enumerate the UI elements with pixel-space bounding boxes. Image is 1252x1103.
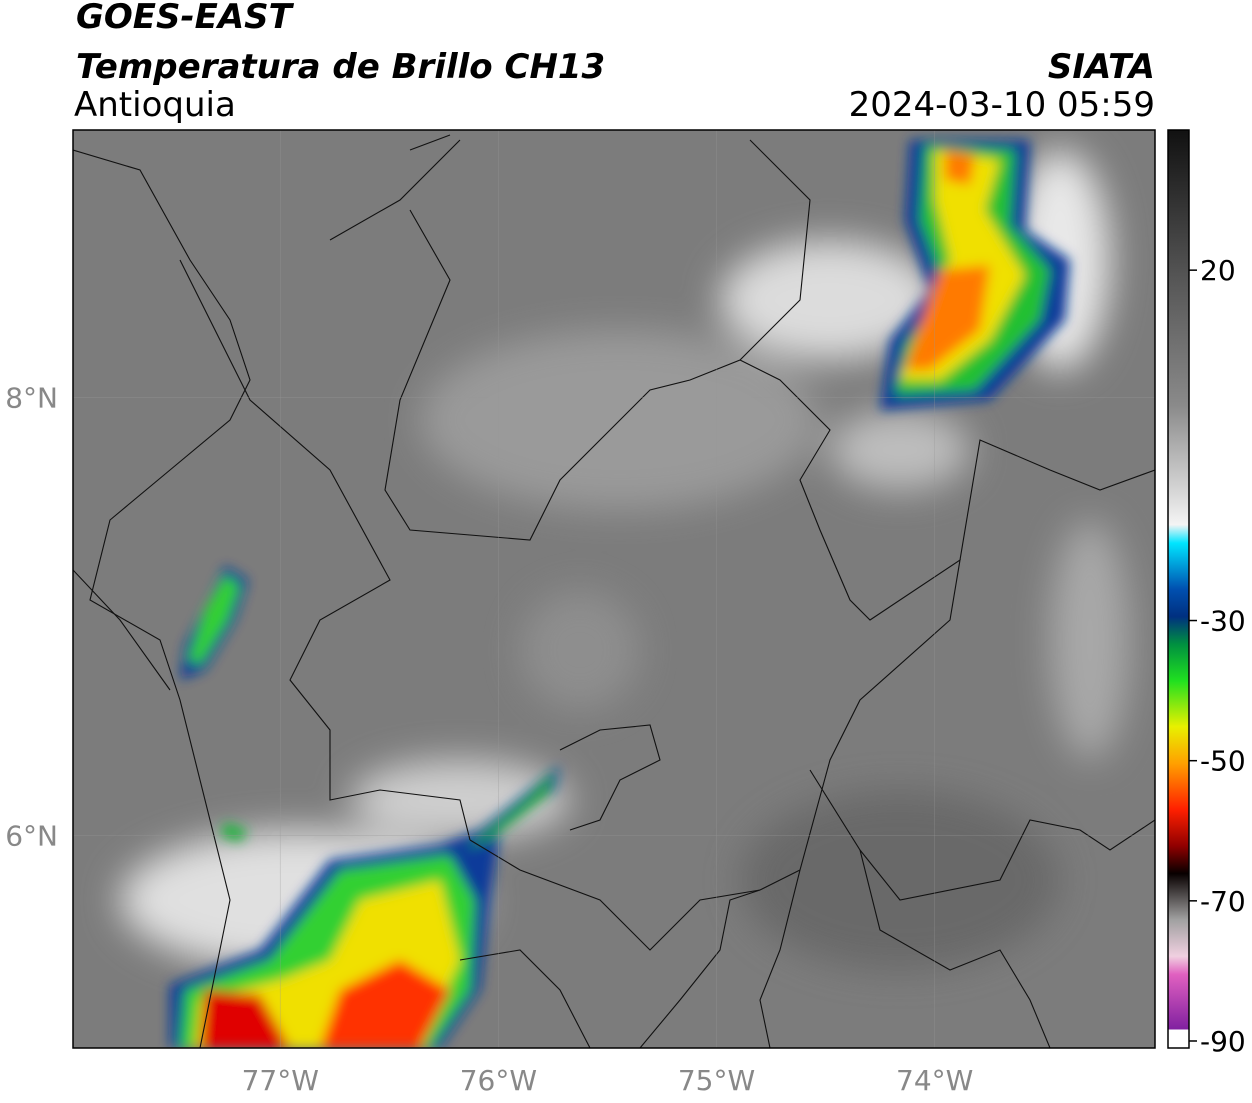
lon-tick-label: 74°W [896, 1064, 973, 1097]
map [73, 130, 1155, 1048]
colorbar-tick-label: -30 [1200, 605, 1246, 638]
agency: SIATA [1048, 47, 1155, 87]
timestamp: 2024-03-10 05:59 [849, 85, 1155, 125]
region: Antioquia [74, 85, 236, 125]
map-frame [72, 129, 1156, 1049]
colorbar-tick-label: -90 [1200, 1025, 1246, 1058]
borders [73, 134, 1155, 1048]
lat-tick-label: 6°N [5, 819, 58, 852]
lon-tick-label: 77°W [242, 1064, 319, 1097]
lon-tick-label: 76°W [460, 1064, 537, 1097]
title: GOES-EAST [76, 0, 295, 37]
colorbar [1167, 129, 1190, 1049]
subtitle: Temperatura de Brillo CH13 [76, 47, 605, 87]
convection [170, 140, 1070, 1048]
lon-tick-label: 75°W [678, 1064, 755, 1097]
colorbar-tick-label: 20 [1200, 254, 1236, 287]
graticule [73, 130, 1155, 1048]
lat-tick-label: 8°N [5, 381, 58, 414]
colorbar-tick-label: -50 [1200, 745, 1246, 778]
colorbar-tick-label: -70 [1200, 885, 1246, 918]
